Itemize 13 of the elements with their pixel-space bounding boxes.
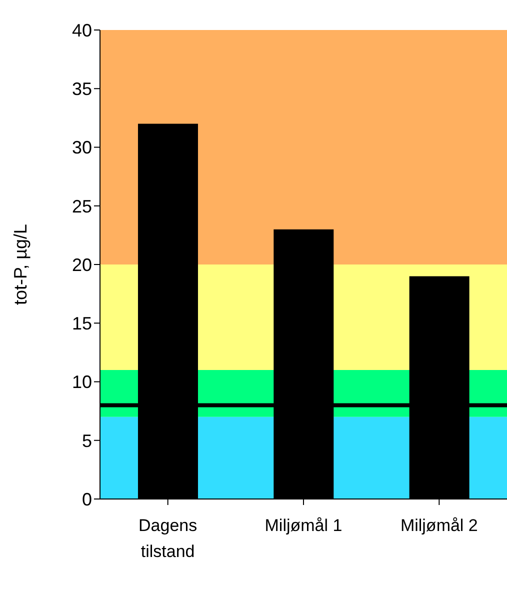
y-tick-label: 5 [82, 430, 92, 451]
y-tick-label: 35 [72, 79, 92, 100]
y-tick-label: 15 [72, 314, 92, 334]
x-tick-label: Miljømål 1 [264, 516, 342, 535]
y-tick-label: 0 [82, 489, 92, 510]
x-tick-label: Miljømål 2 [400, 516, 478, 535]
y-tick-label: 20 [72, 254, 92, 275]
y-tick-label: 40 [72, 20, 92, 40]
y-tick-label: 10 [72, 372, 92, 392]
y-axis-title: tot-P, µg/L [10, 224, 30, 306]
x-tick-label: Dagens tilstand [138, 516, 198, 561]
y-tick-label: 30 [72, 138, 92, 158]
y-tick-label: 25 [72, 196, 92, 216]
